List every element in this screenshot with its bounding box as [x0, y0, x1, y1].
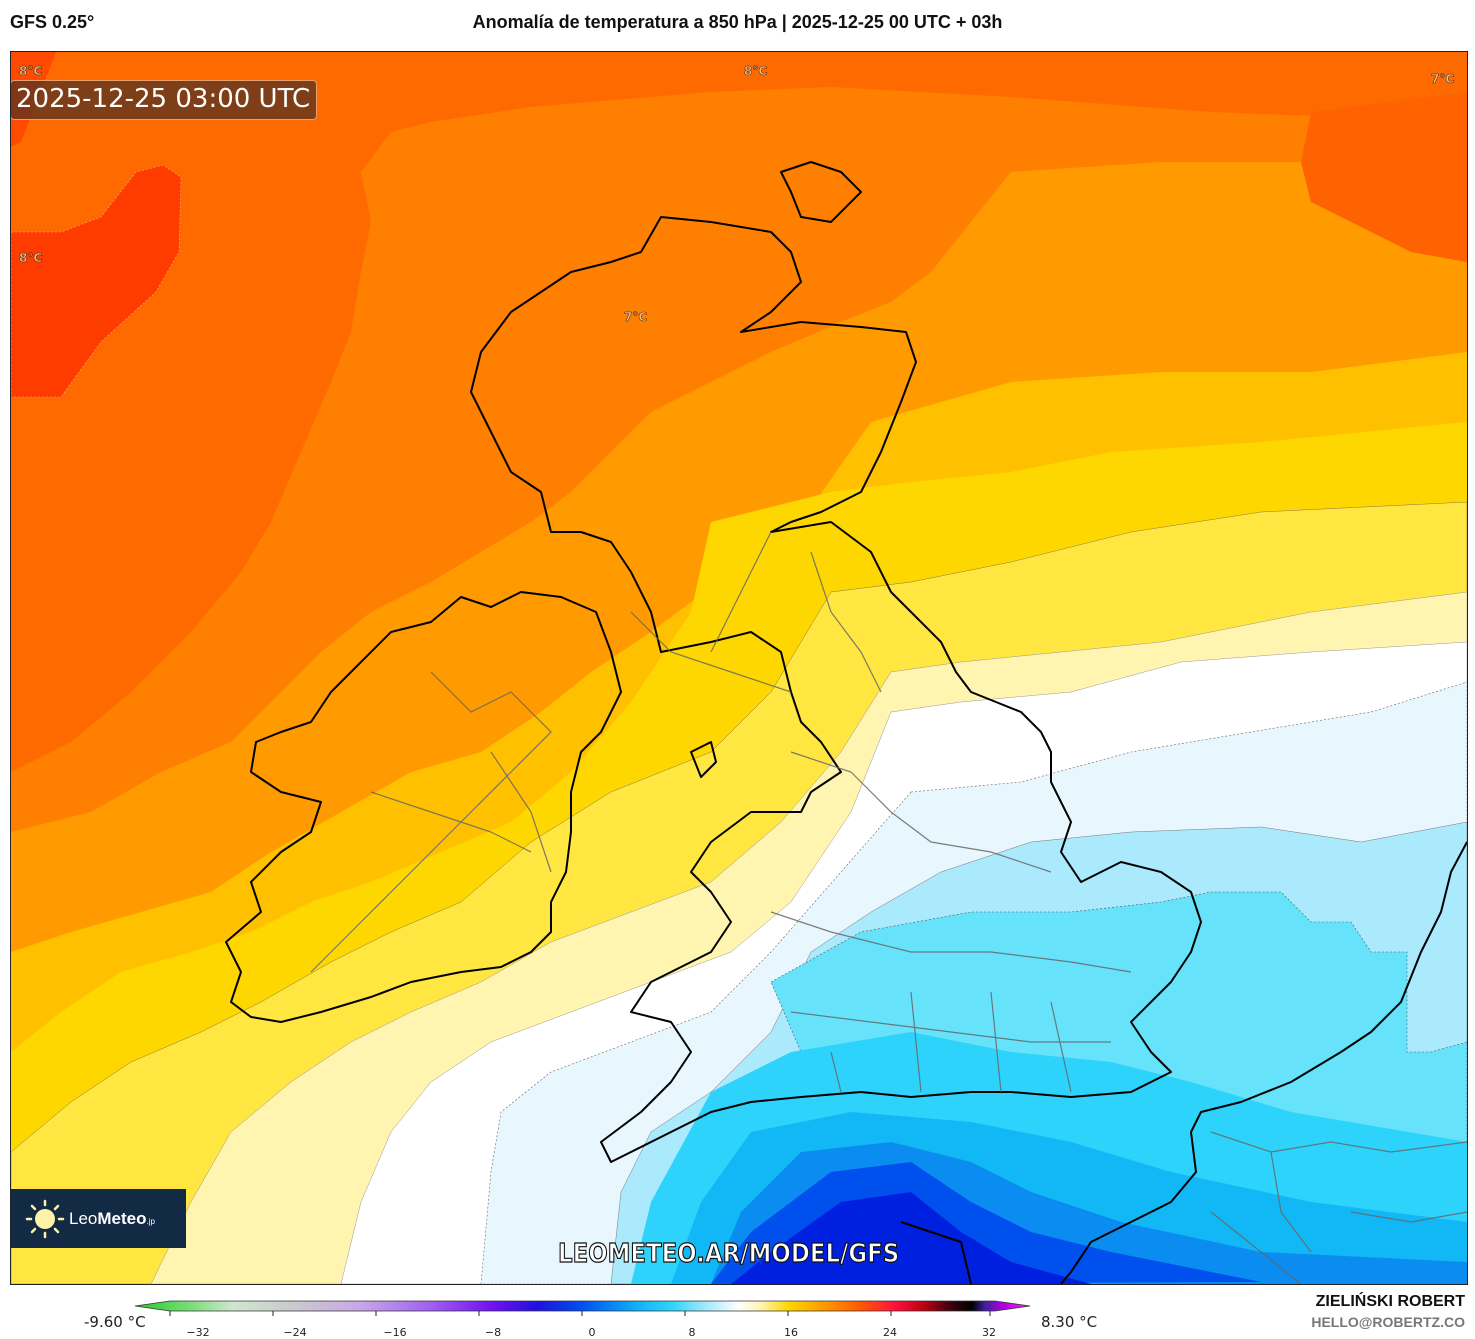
- colorbar-tick: −32: [186, 1326, 210, 1339]
- isotherm-label: 7°C: [1431, 72, 1455, 87]
- map-title: Anomalía de temperatura a 850 hPa | 2025…: [472, 12, 1003, 32]
- source-watermark: LEOMETEO.AR/MODEL/GFS: [557, 1238, 900, 1269]
- contour-fill-layer: [11, 52, 1467, 1284]
- colorbar-tick: 0: [588, 1326, 596, 1339]
- colorbar: [135, 1300, 1031, 1316]
- colorbar-min-value: -9.60 °C: [84, 1313, 146, 1331]
- coastline-great-britain: [470, 216, 1202, 1163]
- colorbar-tick: 32: [982, 1326, 996, 1339]
- colorbar-tick: 8: [688, 1326, 696, 1339]
- temperature-anomaly-map[interactable]: 2025-12-25 03:00 UTC 8°C 8°C 7°C 8°C 7°C…: [10, 51, 1468, 1285]
- isotherm-label: 8°C: [19, 251, 43, 266]
- colorbar-tick: −8: [484, 1326, 502, 1339]
- isotherm-label: 7°C: [624, 310, 648, 325]
- model-name: GFS 0.25°: [10, 12, 95, 32]
- author-name: ZIELIŃSKI ROBERT: [1315, 1293, 1465, 1310]
- coastline-ireland: [225, 591, 622, 1023]
- colorbar-max-value: 8.30 °C: [1041, 1313, 1098, 1331]
- colorbar-tick: 24: [883, 1326, 897, 1339]
- leometeo-logo[interactable]: LeoMeteo.jp: [11, 1189, 186, 1248]
- colorbar-tick: 16: [784, 1326, 798, 1339]
- coastline-layer: [225, 161, 1467, 1284]
- colorbar-tick: −16: [383, 1326, 407, 1339]
- isotherm-label: 8°C: [744, 64, 768, 79]
- logo-text: LeoMeteo.jp: [69, 1208, 155, 1228]
- isotherm-label: 8°C: [19, 64, 43, 79]
- valid-time-badge: 2025-12-25 03:00 UTC: [11, 80, 318, 120]
- author-email[interactable]: HELLO@ROBERTZ.CO: [1311, 1314, 1465, 1330]
- sun-icon: [23, 1197, 67, 1241]
- colorbar-tick: −24: [283, 1326, 307, 1339]
